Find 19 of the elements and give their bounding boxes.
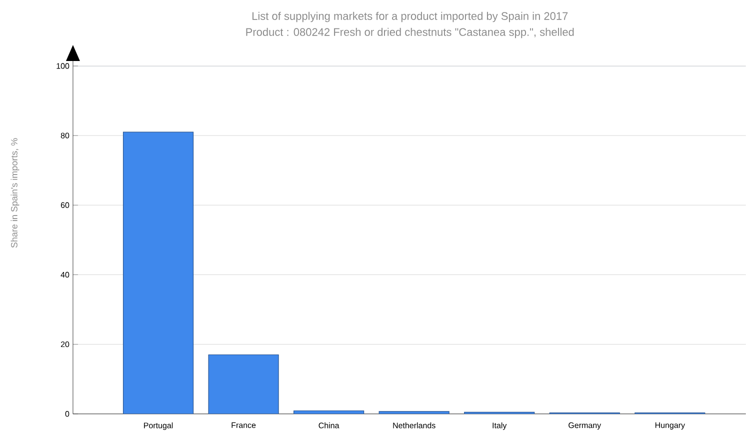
y-tick-label: 0 <box>65 410 70 417</box>
y-tick-label: 60 <box>60 202 70 208</box>
y-tick-label: 80 <box>60 132 70 138</box>
chart-subtitle: Product : 080242 Fresh or dried chestnuts "Castanea spp.", shelled <box>246 28 574 38</box>
y-tick-label: 100 <box>56 63 70 69</box>
x-tick-label: Hungary <box>655 422 686 430</box>
x-tick-label: Germany <box>568 422 602 430</box>
bar <box>122 132 194 414</box>
y-tick-label: 40 <box>60 272 70 278</box>
y-axis-title: Share in Spain's imports, % <box>10 138 20 248</box>
x-tick-label: Netherlands <box>393 422 436 428</box>
chart-title: List of supplying markets for a product imported by Spain in 2017 <box>252 12 568 22</box>
y-tick-label: 20 <box>60 341 70 348</box>
x-tick-label: Italy <box>492 422 507 430</box>
bar <box>378 411 450 414</box>
x-tick-label: China <box>318 422 340 428</box>
x-tick-label: France <box>232 422 256 428</box>
bar <box>208 354 279 414</box>
x-tick-label: Portugal <box>144 422 173 430</box>
